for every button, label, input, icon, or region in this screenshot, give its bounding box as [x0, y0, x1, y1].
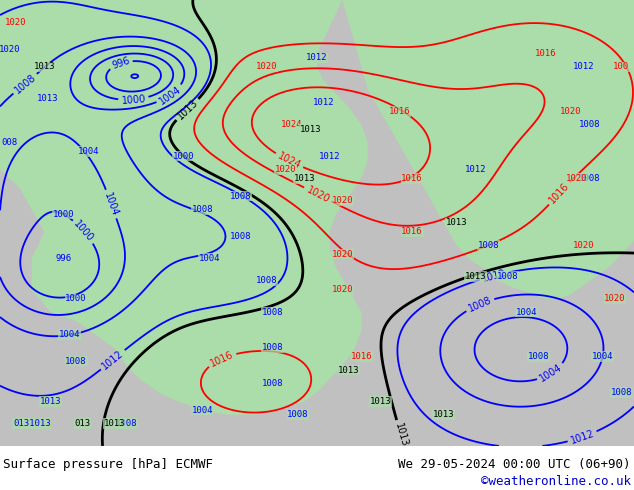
- Text: 1008: 1008: [528, 352, 550, 361]
- Polygon shape: [583, 0, 634, 254]
- Text: ©weatheronline.co.uk: ©weatheronline.co.uk: [481, 475, 631, 488]
- Text: 1008: 1008: [467, 295, 493, 314]
- Text: 1020: 1020: [604, 294, 626, 303]
- Text: 1008: 1008: [262, 308, 283, 317]
- Text: 1020: 1020: [5, 18, 27, 27]
- Text: 1013: 1013: [370, 397, 391, 406]
- Text: 1012: 1012: [100, 348, 126, 371]
- Text: 1000: 1000: [121, 94, 146, 105]
- Text: 1013: 1013: [338, 366, 359, 374]
- Text: 1020: 1020: [332, 250, 353, 259]
- Text: We 29-05-2024 00:00 UTC (06+90): We 29-05-2024 00:00 UTC (06+90): [398, 458, 631, 471]
- Text: 1008: 1008: [230, 192, 252, 201]
- Text: 1013: 1013: [37, 94, 58, 102]
- Text: 1013: 1013: [446, 219, 467, 227]
- Text: 1016: 1016: [389, 107, 410, 116]
- Text: 1024: 1024: [276, 151, 302, 171]
- Text: 1008: 1008: [496, 272, 518, 281]
- Text: 1008: 1008: [611, 388, 632, 397]
- Text: 1013: 1013: [392, 421, 409, 448]
- Text: 1016: 1016: [401, 174, 423, 183]
- Text: 1004: 1004: [192, 406, 214, 415]
- Text: 1012: 1012: [569, 428, 595, 446]
- Text: 1012: 1012: [481, 268, 507, 284]
- Text: 1008: 1008: [230, 232, 252, 241]
- Text: 1013: 1013: [294, 174, 315, 183]
- Text: 1004: 1004: [515, 308, 537, 317]
- Text: 996: 996: [110, 55, 131, 71]
- Text: 008: 008: [1, 138, 18, 147]
- Text: 1020: 1020: [304, 184, 331, 204]
- Text: 1004: 1004: [592, 352, 613, 361]
- Text: 1016: 1016: [534, 49, 556, 58]
- Text: Surface pressure [hPa] ECMWF: Surface pressure [hPa] ECMWF: [3, 458, 213, 471]
- Text: 1013: 1013: [103, 419, 125, 428]
- Text: 1013: 1013: [34, 62, 55, 72]
- Text: 1008: 1008: [116, 419, 138, 428]
- Text: 1008: 1008: [262, 379, 283, 388]
- Text: 1020: 1020: [560, 107, 581, 116]
- Text: 1012: 1012: [319, 151, 340, 161]
- Polygon shape: [342, 0, 634, 299]
- Text: 1020: 1020: [332, 285, 353, 294]
- Text: 1008: 1008: [287, 410, 309, 419]
- Text: 1008: 1008: [477, 241, 499, 250]
- Text: 1020: 1020: [256, 62, 277, 72]
- Text: 1008: 1008: [256, 276, 277, 285]
- Text: 1020: 1020: [566, 174, 588, 183]
- Text: 1013: 1013: [300, 125, 321, 134]
- Text: 1016: 1016: [401, 227, 423, 236]
- Text: 1000: 1000: [173, 151, 195, 161]
- Text: 1004: 1004: [78, 147, 100, 156]
- Text: 0131013: 0131013: [13, 419, 51, 428]
- Text: 1012: 1012: [306, 53, 328, 62]
- Text: 1004: 1004: [157, 84, 183, 106]
- Text: 1004: 1004: [198, 254, 220, 263]
- Text: 1013: 1013: [175, 98, 200, 122]
- Polygon shape: [0, 0, 368, 415]
- Text: 1004: 1004: [538, 363, 564, 384]
- Text: 1004: 1004: [102, 191, 120, 217]
- Text: 1008: 1008: [262, 343, 283, 352]
- Text: 1016: 1016: [547, 181, 571, 206]
- Text: 1020: 1020: [332, 196, 353, 205]
- Text: 1012: 1012: [313, 98, 334, 107]
- Text: 1020: 1020: [573, 241, 594, 250]
- Text: 100: 100: [613, 62, 630, 72]
- Text: 013: 013: [74, 419, 91, 428]
- Text: 1008: 1008: [192, 205, 214, 214]
- Text: 1004: 1004: [59, 330, 81, 339]
- Text: 1012: 1012: [573, 62, 594, 72]
- Text: 1008: 1008: [579, 174, 600, 183]
- Text: 1000: 1000: [72, 219, 96, 244]
- Text: 1013: 1013: [40, 397, 61, 406]
- Text: 1024: 1024: [281, 121, 302, 129]
- Text: 1020: 1020: [0, 45, 20, 53]
- Text: 1020: 1020: [275, 165, 296, 174]
- Text: 1000: 1000: [65, 294, 87, 303]
- Text: 1016: 1016: [351, 352, 372, 361]
- Text: 1012: 1012: [465, 165, 486, 174]
- Text: 1008: 1008: [13, 72, 38, 96]
- Text: 996: 996: [55, 254, 72, 263]
- Text: 1013: 1013: [433, 410, 455, 419]
- Text: 1013: 1013: [465, 272, 486, 281]
- Text: 1008: 1008: [579, 121, 600, 129]
- Text: 1016: 1016: [209, 349, 235, 368]
- Text: 1008: 1008: [65, 357, 87, 366]
- Text: 1000: 1000: [53, 210, 74, 219]
